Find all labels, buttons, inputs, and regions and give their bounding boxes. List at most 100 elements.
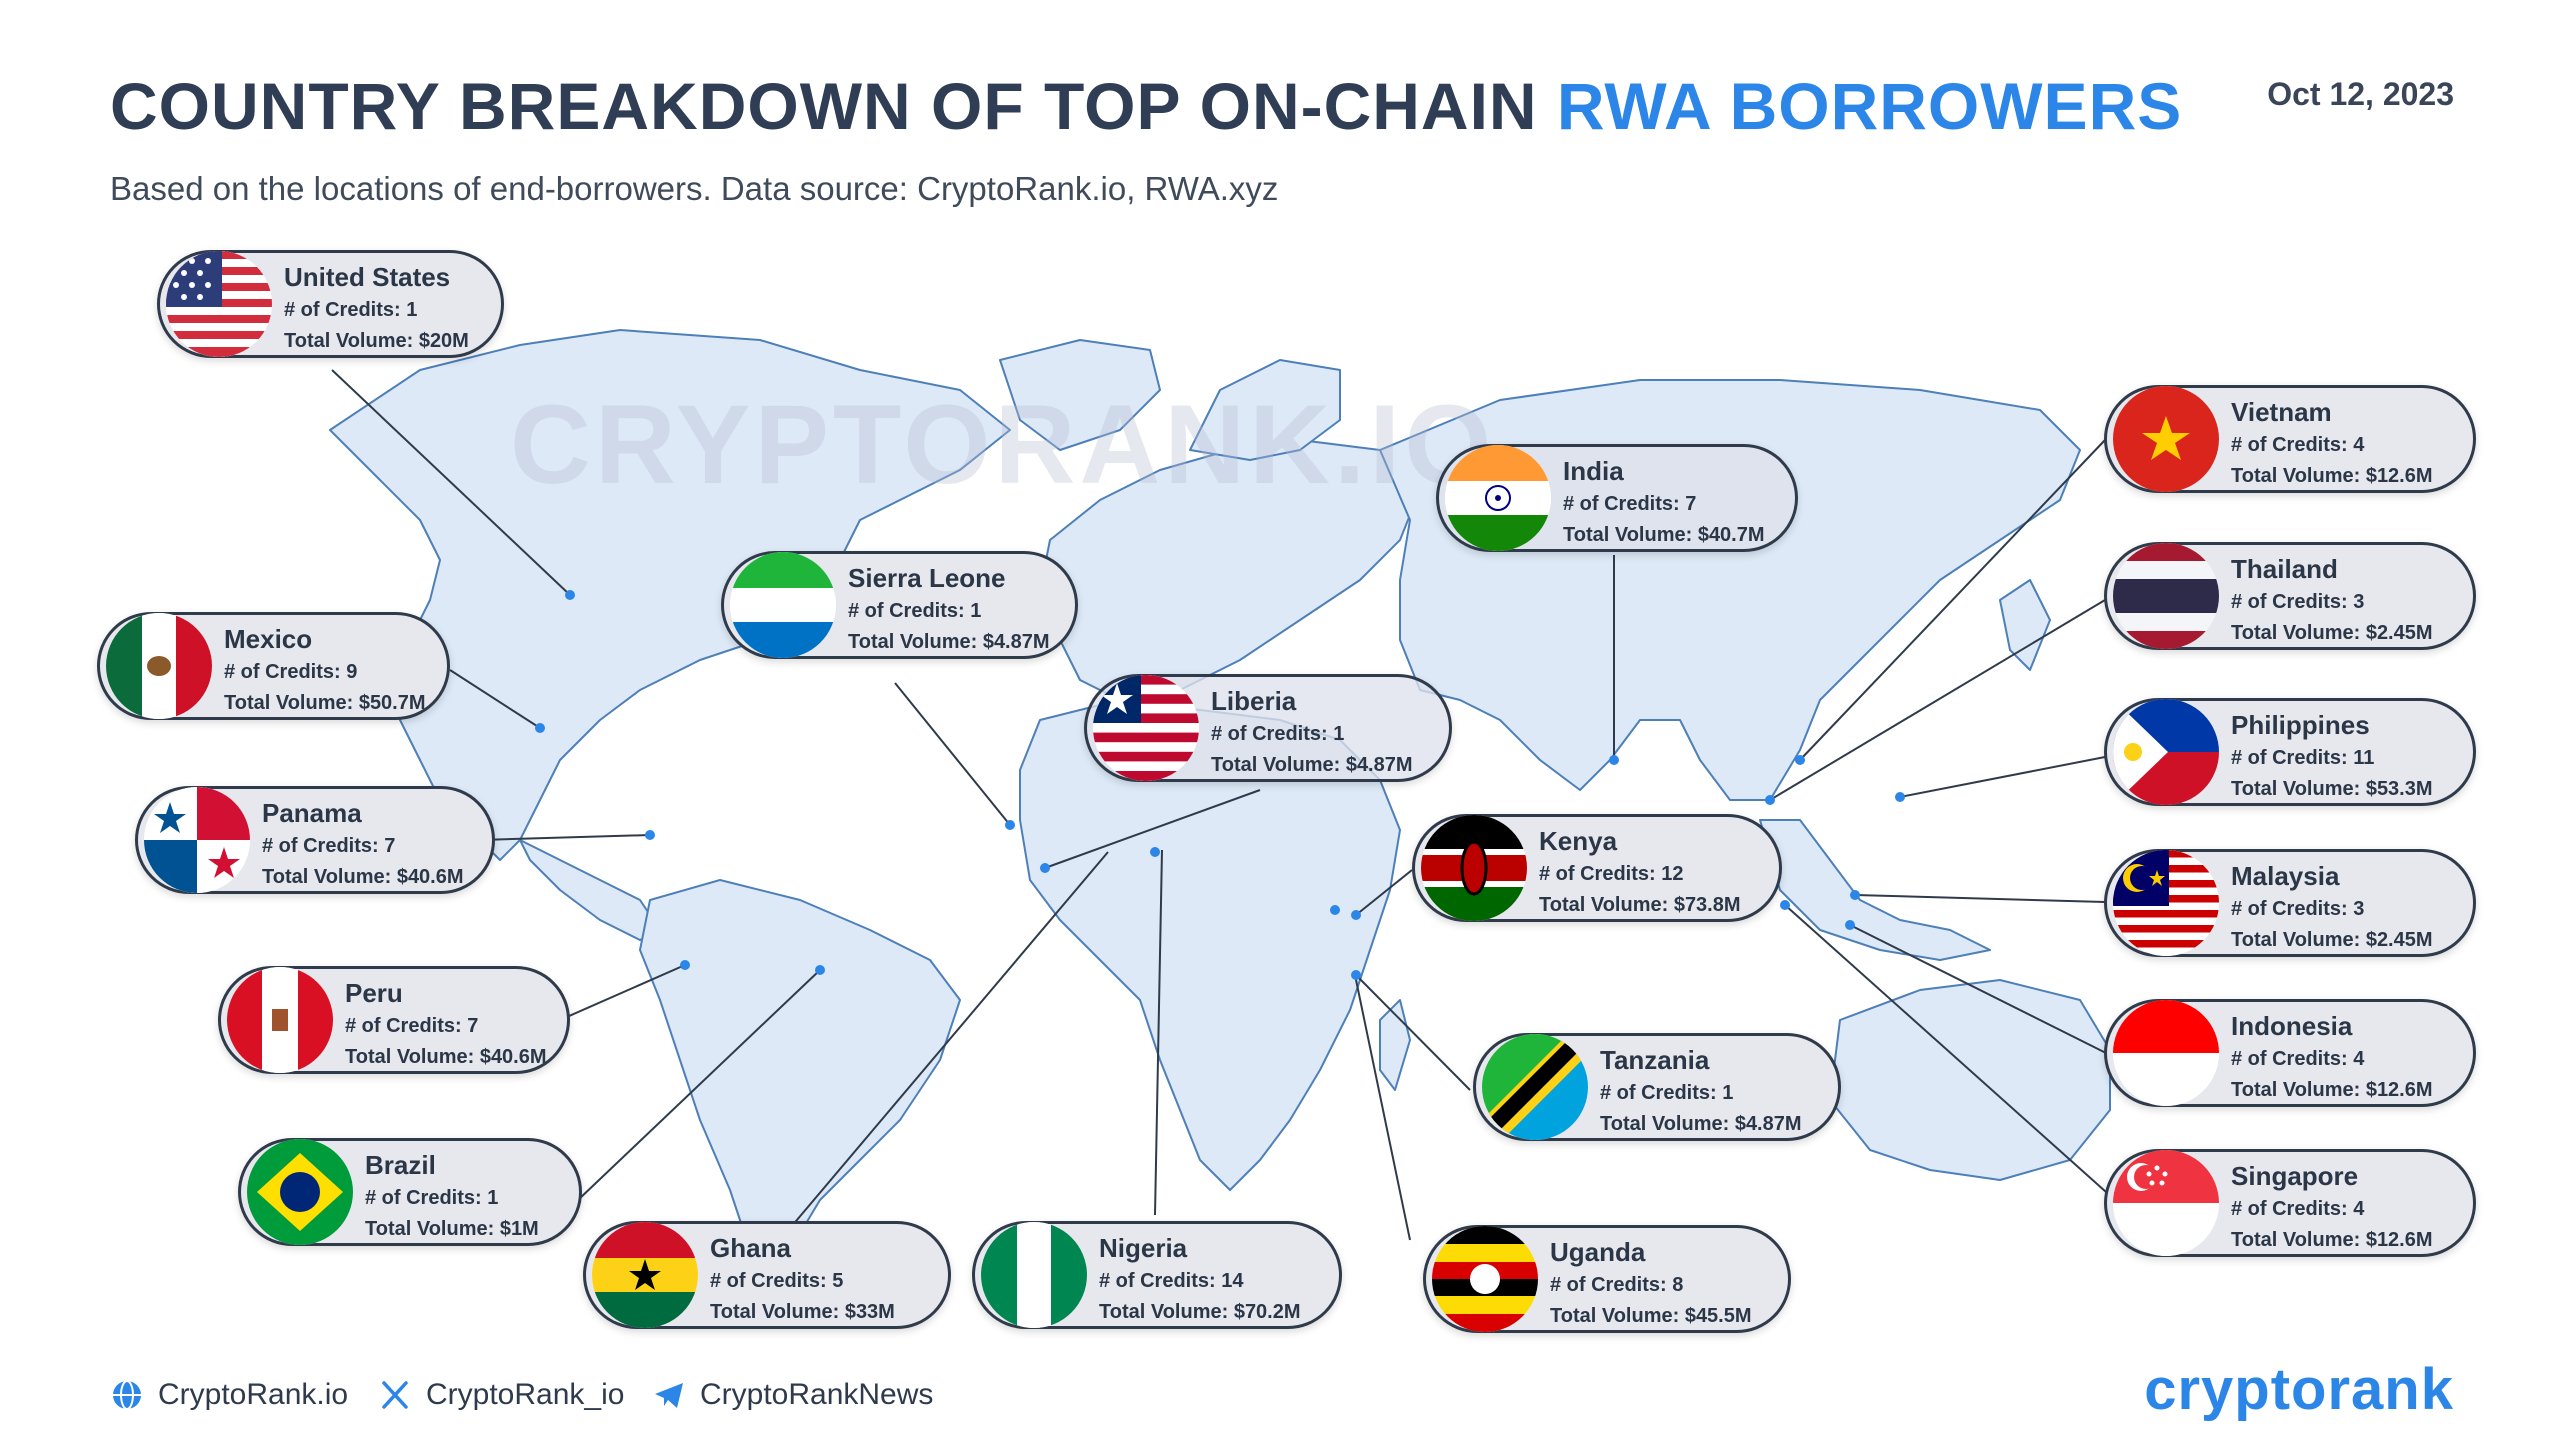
country-card-malaysia: Malaysia # of Credits: 3 Total Volume: $… xyxy=(2104,849,2476,957)
flag-brazil-icon xyxy=(247,1139,353,1245)
credits-count: # of Credits: 4 xyxy=(2231,434,2365,456)
country-card-sierra-leone: Sierra Leone # of Credits: 1 Total Volum… xyxy=(721,551,1078,659)
credits-count: # of Credits: 14 xyxy=(1099,1270,1244,1292)
country-name: India xyxy=(1563,456,1624,486)
country-name: Indonesia xyxy=(2231,1011,2353,1041)
flag-philippines-icon xyxy=(2113,699,2219,805)
total-volume: Total Volume: $40.6M xyxy=(345,1046,547,1068)
total-volume: Total Volume: $4.87M xyxy=(1600,1113,1802,1135)
total-volume: Total Volume: $4.87M xyxy=(1211,754,1413,776)
flag-uganda-icon xyxy=(1432,1226,1538,1332)
credits-count: # of Credits: 4 xyxy=(2231,1048,2365,1070)
flag-sierra-leone-icon xyxy=(730,552,836,658)
flag-malaysia-icon xyxy=(2113,850,2219,956)
flag-thailand-icon xyxy=(2113,543,2219,649)
country-name: Vietnam xyxy=(2231,397,2332,427)
credits-count: # of Credits: 8 xyxy=(1550,1274,1684,1296)
flag-panama-icon xyxy=(144,787,250,893)
flag-ghana-icon xyxy=(592,1222,698,1328)
flag-mexico-icon xyxy=(106,613,212,719)
credits-count: # of Credits: 1 xyxy=(365,1187,499,1209)
subtitle: Based on the locations of end-borrowers.… xyxy=(110,170,1279,207)
twitter-link[interactable]: CryptoRank_io xyxy=(426,1378,625,1411)
total-volume: Total Volume: $70.2M xyxy=(1099,1301,1301,1323)
flag-vietnam-icon xyxy=(2113,386,2219,492)
globe-icon xyxy=(113,1380,141,1410)
credits-count: # of Credits: 7 xyxy=(345,1015,479,1037)
flag-peru-icon xyxy=(227,967,333,1073)
country-card-thailand: Thailand # of Credits: 3 Total Volume: $… xyxy=(2104,542,2476,650)
footer-website[interactable]: CryptoRank.io xyxy=(110,1378,348,1412)
country-name: Ghana xyxy=(710,1233,791,1263)
flag-tanzania-icon xyxy=(1482,1034,1588,1140)
flag-united-states-icon xyxy=(166,251,272,357)
country-name: Philippines xyxy=(2231,710,2370,740)
country-card-panama: Panama # of Credits: 7 Total Volume: $40… xyxy=(135,786,495,894)
country-card-india: India # of Credits: 7 Total Volume: $40.… xyxy=(1436,444,1798,552)
country-name: Panama xyxy=(262,798,362,828)
footer-twitter[interactable]: CryptoRank_io xyxy=(378,1378,624,1412)
country-name: Tanzania xyxy=(1600,1045,1710,1075)
flag-indonesia-icon xyxy=(2113,1000,2219,1106)
country-card-singapore: Singapore # of Credits: 4 Total Volume: … xyxy=(2104,1149,2476,1257)
country-name: Sierra Leone xyxy=(848,563,1006,593)
credits-count: # of Credits: 1 xyxy=(1211,723,1345,745)
credits-count: # of Credits: 12 xyxy=(1539,863,1684,885)
country-name: Uganda xyxy=(1550,1237,1646,1267)
title-main: COUNTRY BREAKDOWN OF TOP ON-CHAIN xyxy=(110,69,1538,143)
title-highlight: RWA BORROWERS xyxy=(1556,69,2183,143)
telegram-link[interactable]: CryptoRankNews xyxy=(700,1378,934,1411)
total-volume: Total Volume: $12.6M xyxy=(2231,465,2433,487)
credits-count: # of Credits: 7 xyxy=(262,835,396,857)
credits-count: # of Credits: 1 xyxy=(284,299,418,321)
total-volume: Total Volume: $20M xyxy=(284,330,469,352)
continent-south-america xyxy=(639,879,961,1301)
continent-greenland xyxy=(999,339,1161,451)
flag-nigeria-icon xyxy=(981,1222,1087,1328)
credits-count: # of Credits: 3 xyxy=(2231,591,2365,613)
credits-count: # of Credits: 7 xyxy=(1563,493,1697,515)
flag-liberia-icon xyxy=(1093,675,1199,781)
country-card-indonesia: Indonesia # of Credits: 4 Total Volume: … xyxy=(2104,999,2476,1107)
country-card-tanzania: Tanzania # of Credits: 1 Total Volume: $… xyxy=(1473,1033,1841,1141)
country-card-mexico: Mexico # of Credits: 9 Total Volume: $50… xyxy=(97,612,450,720)
credits-count: # of Credits: 9 xyxy=(224,661,358,683)
country-name: Mexico xyxy=(224,624,313,654)
country-card-ghana: Ghana # of Credits: 5 Total Volume: $33M xyxy=(583,1221,951,1329)
page-title: COUNTRY BREAKDOWN OF TOP ON-CHAIN RWA BO… xyxy=(110,68,2182,144)
country-card-uganda: Uganda # of Credits: 8 Total Volume: $45… xyxy=(1423,1225,1791,1333)
website-link[interactable]: CryptoRank.io xyxy=(158,1378,349,1411)
total-volume: Total Volume: $1M xyxy=(365,1218,539,1240)
total-volume: Total Volume: $53.3M xyxy=(2231,778,2433,800)
country-name: Peru xyxy=(345,978,403,1008)
country-name: Liberia xyxy=(1211,686,1297,716)
total-volume: Total Volume: $73.8M xyxy=(1539,894,1741,916)
total-volume: Total Volume: $12.6M xyxy=(2231,1079,2433,1101)
flag-singapore-icon xyxy=(2113,1150,2219,1256)
country-name: Malaysia xyxy=(2231,861,2340,891)
continent-japan xyxy=(1999,579,2051,671)
credits-count: # of Credits: 1 xyxy=(1600,1082,1734,1104)
total-volume: Total Volume: $12.6M xyxy=(2231,1229,2433,1251)
watermark: CRYPTORANK.IO xyxy=(510,382,1496,507)
footer-telegram[interactable]: CryptoRankNews xyxy=(652,1378,933,1412)
credits-count: # of Credits: 11 xyxy=(2231,747,2375,769)
x-icon xyxy=(382,1381,408,1409)
continent-central-america xyxy=(519,839,661,941)
country-card-vietnam: Vietnam # of Credits: 4 Total Volume: $1… xyxy=(2104,385,2476,493)
country-card-kenya: Kenya # of Credits: 12 Total Volume: $73… xyxy=(1412,814,1782,922)
total-volume: Total Volume: $2.45M xyxy=(2231,622,2433,644)
country-name: United States xyxy=(284,262,451,292)
total-volume: Total Volume: $40.6M xyxy=(262,866,464,888)
total-volume: Total Volume: $50.7M xyxy=(224,692,426,714)
country-name: Brazil xyxy=(365,1150,436,1180)
country-card-philippines: Philippines # of Credits: 11 Total Volum… xyxy=(2104,698,2476,806)
continent-australia xyxy=(1829,979,2111,1181)
country-card-liberia: Liberia # of Credits: 1 Total Volume: $4… xyxy=(1084,674,1452,782)
report-date: Oct 12, 2023 xyxy=(2267,76,2454,112)
country-card-united-states: United States # of Credits: 1 Total Volu… xyxy=(157,250,504,358)
total-volume: Total Volume: $40.7M xyxy=(1563,524,1765,546)
continent-scandinavia xyxy=(1189,359,1341,461)
country-card-nigeria: Nigeria # of Credits: 14 Total Volume: $… xyxy=(972,1221,1342,1329)
